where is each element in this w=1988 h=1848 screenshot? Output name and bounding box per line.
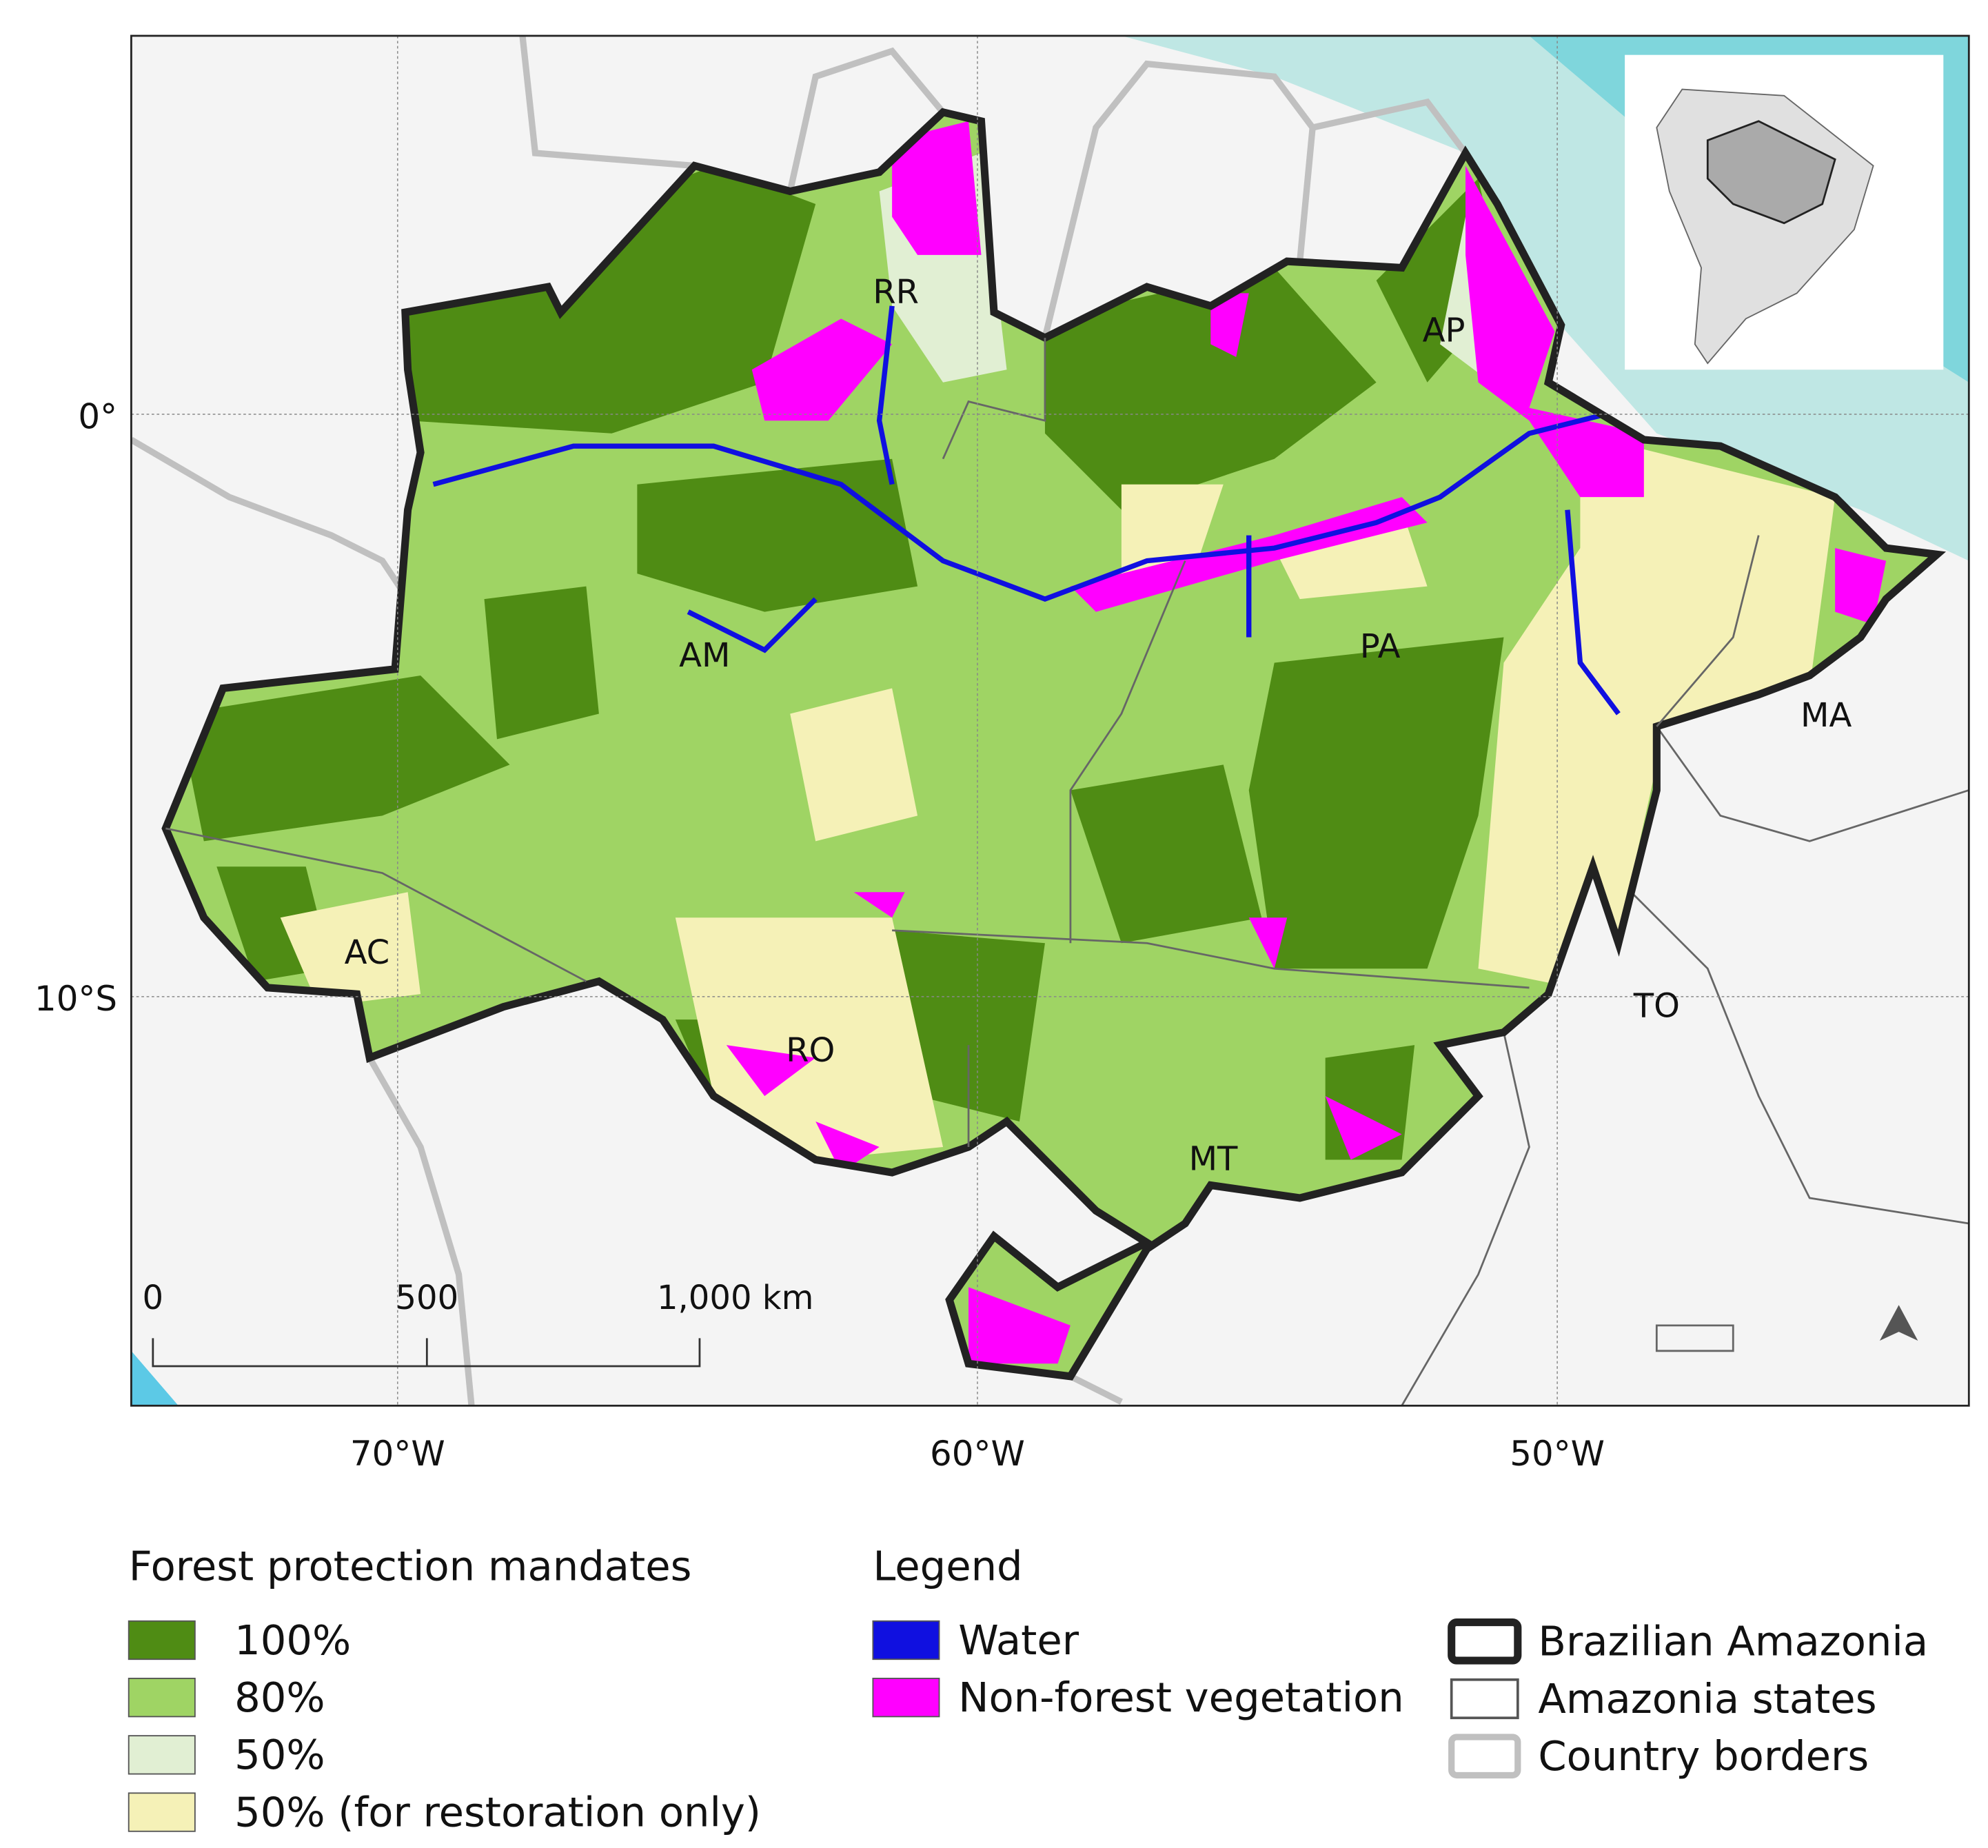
scale-bar: 0 500 1,000 km bbox=[143, 1279, 813, 1368]
lon-label-60w: 60°W bbox=[930, 1434, 1025, 1474]
ocean-southwest bbox=[131, 1350, 179, 1406]
legend-mandates-title: Forest protection mandates bbox=[129, 1543, 692, 1590]
scale-label-500: 500 bbox=[395, 1279, 458, 1317]
swatch-amazonia-states bbox=[1450, 1678, 1519, 1720]
lat-label-0: 0° bbox=[78, 396, 117, 436]
swatch-50-restoration bbox=[128, 1792, 196, 1832]
lon-label-70w: 70°W bbox=[350, 1434, 445, 1474]
amazonia-state-borders bbox=[165, 338, 1760, 1148]
state-label-ma: MA bbox=[1801, 696, 1852, 735]
axis-labels: 0° 10°S 70°W 60°W 50°W bbox=[34, 396, 1605, 1474]
scale-label-1000: 1,000 km bbox=[657, 1279, 813, 1317]
legend-label-amazonia-states: Amazonia states bbox=[1538, 1675, 1876, 1723]
state-label-ac: AC bbox=[345, 933, 390, 972]
state-label-rr: RR bbox=[873, 273, 919, 312]
legend-label-brazilian-amazonia: Brazilian Amazonia bbox=[1538, 1618, 1928, 1665]
mandate-50-restoration-areas bbox=[280, 433, 1836, 1160]
legend-label-non-forest: Non-forest vegetation bbox=[958, 1674, 1403, 1721]
country-borders bbox=[131, 35, 1468, 1406]
legend-other: Legend Water Non-forest vegetation Brazi… bbox=[872, 1543, 1928, 1780]
lon-label-50w: 50°W bbox=[1510, 1434, 1605, 1474]
swatch-50 bbox=[128, 1735, 196, 1775]
state-label-ro: RO bbox=[786, 1031, 835, 1070]
state-label-ap: AP bbox=[1423, 312, 1465, 350]
swatch-80 bbox=[128, 1678, 196, 1718]
legend-title: Legend bbox=[873, 1543, 1022, 1590]
inset-map bbox=[1625, 54, 1944, 370]
lat-label-10s: 10°S bbox=[34, 979, 117, 1019]
state-label-pa: PA bbox=[1360, 627, 1401, 666]
swatch-non-forest bbox=[872, 1678, 940, 1718]
legend-label-50-restoration: 50% (for restoration only) bbox=[234, 1788, 761, 1836]
swatch-brazilian-amazonia bbox=[1448, 1618, 1522, 1665]
legend-label-100: 100% bbox=[234, 1616, 351, 1664]
state-borders-outside bbox=[1401, 726, 1969, 1406]
map-border bbox=[130, 34, 1970, 1407]
swatch-100 bbox=[128, 1620, 196, 1661]
state-label-mt: MT bbox=[1189, 1139, 1238, 1178]
legend-label-country-borders: Country borders bbox=[1538, 1732, 1869, 1780]
swatch-country-borders bbox=[1448, 1734, 1521, 1779]
legend-label-50: 50% bbox=[234, 1731, 325, 1778]
swatch-water bbox=[872, 1620, 940, 1661]
state-labels: RR AP AM PA MA AC RO TO MT bbox=[345, 273, 1852, 1178]
north-arrow-icon bbox=[1879, 1305, 1918, 1341]
scale-label-0: 0 bbox=[143, 1279, 164, 1317]
inset-amazonia bbox=[1706, 120, 1836, 225]
legend-label-water: Water bbox=[958, 1616, 1079, 1664]
map-frame[interactable]: RR AP AM PA MA AC RO TO MT 0 500 1,000 k… bbox=[131, 35, 1969, 1406]
legend-mandates: Forest protection mandates 100% 80% 50% … bbox=[128, 1543, 761, 1836]
state-label-am: AM bbox=[679, 636, 730, 675]
legend-label-80: 80% bbox=[234, 1674, 325, 1721]
graticule bbox=[131, 35, 1969, 1406]
water-rivers bbox=[432, 305, 1632, 715]
state-label-to: TO bbox=[1633, 986, 1680, 1025]
